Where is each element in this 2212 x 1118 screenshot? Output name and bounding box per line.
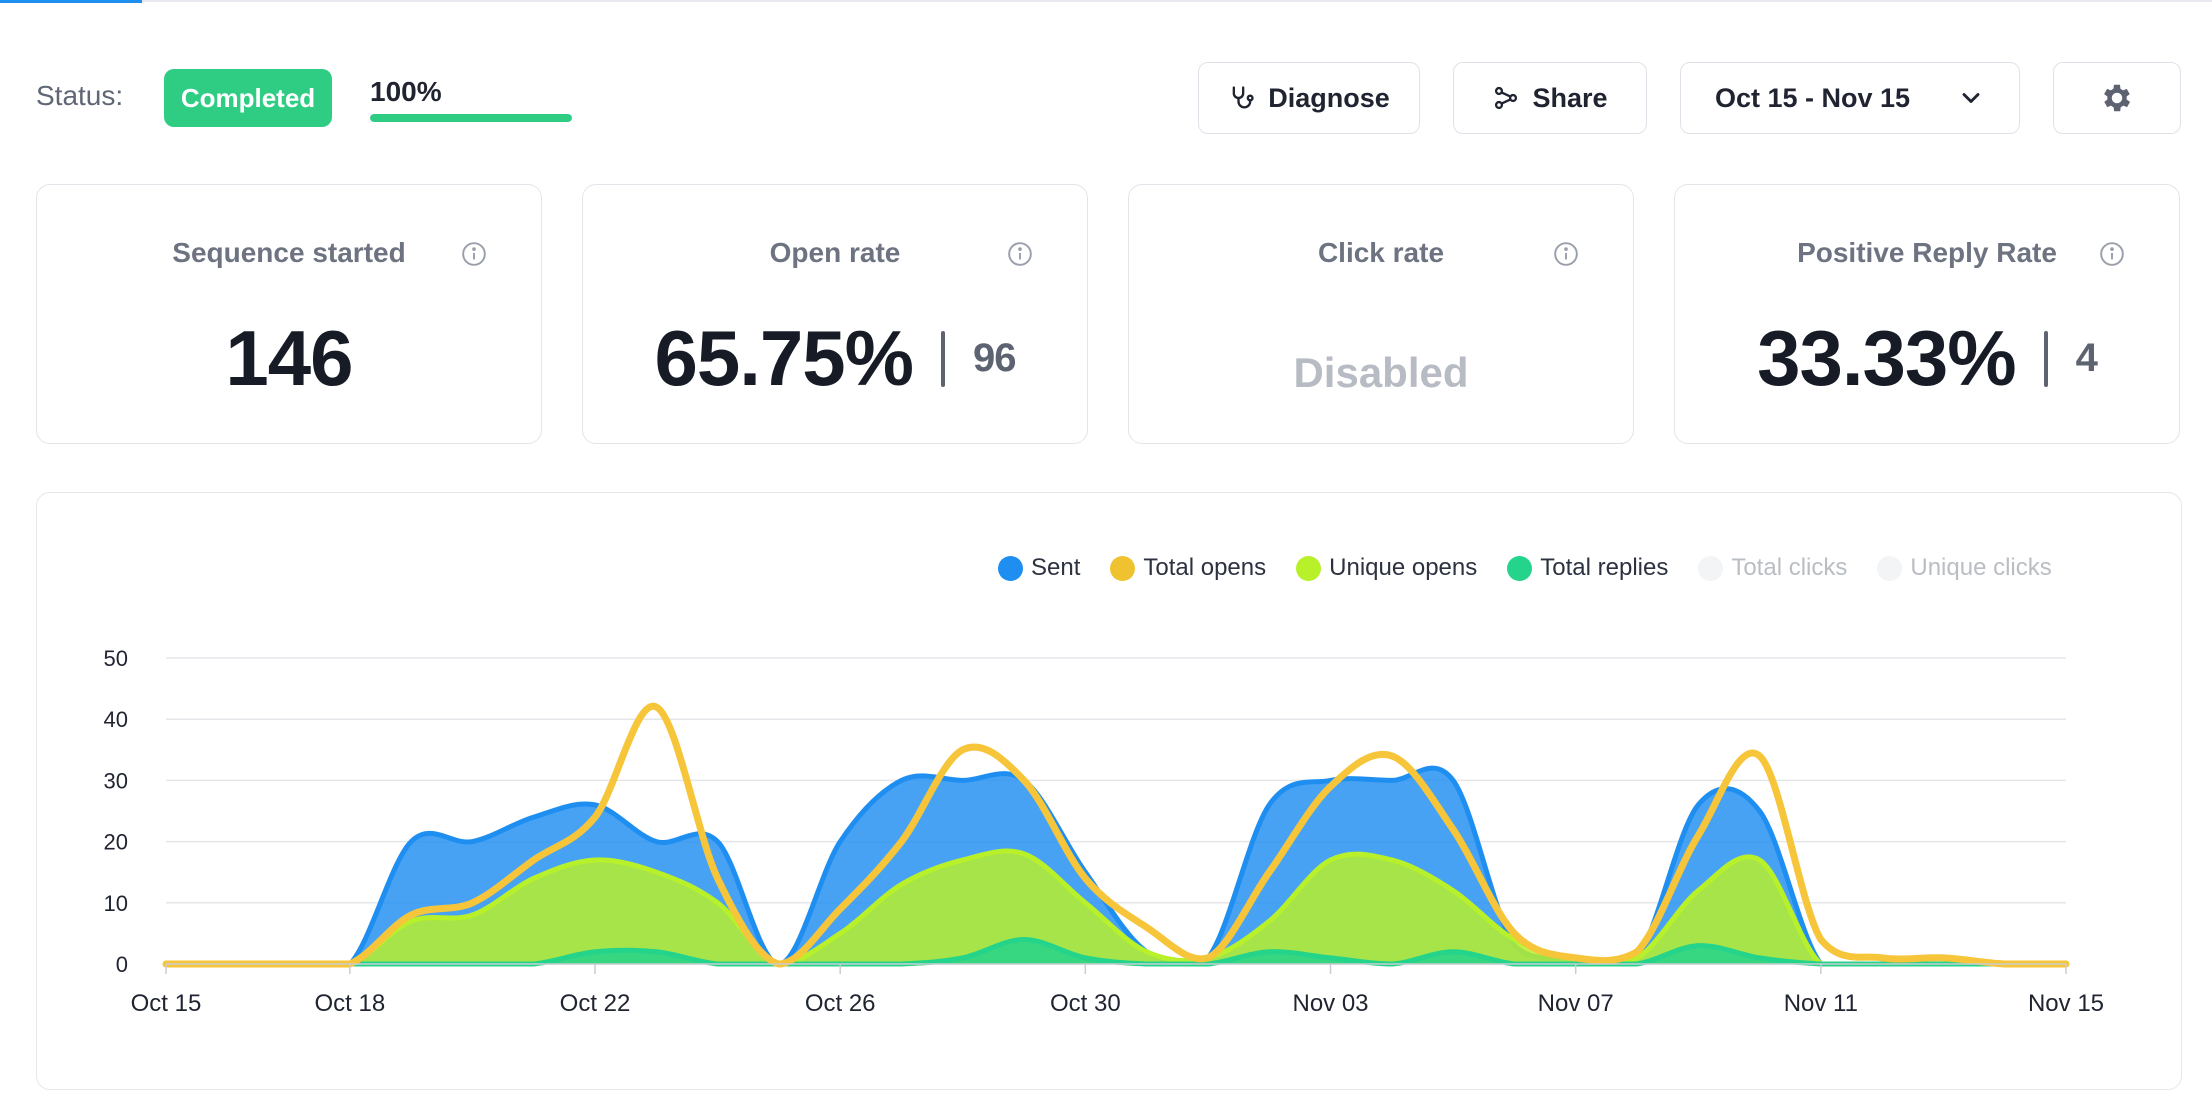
metric-value: 33.33% (1757, 314, 2017, 402)
chart-legend: Sent Total opens Unique opens Total repl… (998, 554, 2052, 582)
metric-title: Click rate (1317, 237, 1445, 268)
share-icon (1495, 86, 1518, 110)
metric-count: 4 (2075, 336, 2098, 380)
series-line-total-opens (162, 702, 2070, 968)
share-button[interactable]: Share (1453, 62, 1647, 134)
legend-swatch (1296, 555, 1322, 581)
legend-swatch (998, 555, 1023, 581)
y-tick-label: 30 (104, 768, 128, 793)
y-tick-label: 0 (116, 952, 128, 977)
info-icon[interactable] (461, 241, 487, 267)
metric-card-positive-reply-rate: Positive Reply Rate 33.33% 4 (1674, 184, 2180, 444)
x-tick-label: Nov 11 (1784, 990, 1858, 1017)
share-label: Share (1532, 82, 1608, 113)
x-tick-label: Oct 18 (315, 990, 386, 1017)
y-tick-label: 50 (104, 646, 128, 671)
info-icon[interactable] (1553, 241, 1579, 267)
info-icon[interactable] (1007, 241, 1033, 267)
legend-label: Sent (1031, 554, 1081, 581)
metric-value-row: 33.33% 4 (1675, 313, 2179, 404)
legend-item-unique-opens[interactable]: Unique opens (1296, 554, 1477, 582)
legend-item-sent[interactable]: Sent (998, 554, 1080, 582)
diagnose-label: Diagnose (1268, 82, 1390, 113)
metric-card-sequence-started: Sequence started 146 (36, 184, 542, 444)
settings-button[interactable] (2053, 62, 2181, 134)
metric-card-open-rate: Open rate 65.75% 96 (582, 184, 1088, 444)
metric-value: Disabled (1293, 349, 1469, 396)
x-tick-label: Nov 03 (1292, 990, 1368, 1017)
progress-value: 100% (370, 76, 442, 107)
series-area-unique-opens (166, 851, 2066, 964)
legend-label: Unique opens (1329, 554, 1478, 581)
x-tick-label: Oct 26 (805, 990, 876, 1017)
stethoscope-icon (1232, 86, 1254, 109)
legend-label: Total opens (1143, 554, 1267, 581)
x-tick-label: Oct 30 (1050, 990, 1121, 1017)
progress-fill (370, 114, 572, 122)
status-badge: Completed (164, 69, 332, 127)
progress-bar (370, 114, 572, 122)
date-range-dropdown[interactable]: Oct 15 - Nov 15 (1680, 62, 2020, 134)
series-line-unique-opens (166, 848, 2066, 967)
series-line-sent (166, 765, 2066, 967)
legend-item-total-opens[interactable]: Total opens (1110, 554, 1266, 582)
activity-chart-card (36, 492, 2182, 1090)
metric-title: Open rate (769, 237, 901, 268)
metric-card-click-rate: Click rate Disabled (1128, 184, 1634, 444)
legend-item-total-clicks[interactable]: Total clicks (1698, 554, 1847, 582)
x-tick-label: Nov 15 (2028, 990, 2104, 1017)
y-tick-label: 10 (104, 891, 128, 916)
x-tick-label: Oct 15 (131, 990, 202, 1017)
value-divider (2043, 330, 2048, 387)
metric-title: Positive Reply Rate (1797, 237, 2057, 268)
active-tab-indicator[interactable] (0, 0, 142, 3)
gear-icon (2104, 84, 2131, 112)
info-icon[interactable] (2099, 241, 2125, 267)
campaign-toolbar: Status: Completed 100% Diagnose Share Oc… (0, 0, 2212, 170)
legend-swatch (1507, 555, 1533, 581)
legend-swatch (1698, 555, 1724, 581)
x-tick-label: Oct 22 (560, 990, 631, 1017)
status-label: Status: (36, 80, 124, 111)
legend-swatch (1877, 555, 1903, 581)
metric-count: 96 (973, 336, 1016, 380)
y-tick-label: 40 (104, 707, 128, 732)
legend-item-total-replies[interactable]: Total replies (1507, 554, 1668, 582)
legend-label: Unique clicks (1910, 554, 2052, 581)
diagnose-button[interactable]: Diagnose (1198, 62, 1420, 134)
legend-label: Total clicks (1731, 554, 1848, 581)
legend-item-unique-clicks[interactable]: Unique clicks (1877, 554, 2052, 582)
metric-value: 146 (225, 314, 353, 402)
legend-label: Total replies (1540, 554, 1669, 581)
metric-value: 65.75% (654, 314, 914, 402)
legend-swatch (1110, 555, 1136, 581)
y-tick-label: 20 (104, 830, 128, 855)
x-tick-label: Nov 07 (1538, 990, 1614, 1017)
chevron-down-icon (1962, 93, 1980, 103)
metric-value-row: 65.75% 96 (583, 313, 1087, 404)
metric-title: Sequence started (172, 237, 406, 268)
value-divider (941, 330, 946, 387)
date-range-label: Oct 15 - Nov 15 (1715, 82, 1911, 113)
top-divider (0, 0, 2212, 2)
series-area-total-replies (166, 939, 2066, 964)
